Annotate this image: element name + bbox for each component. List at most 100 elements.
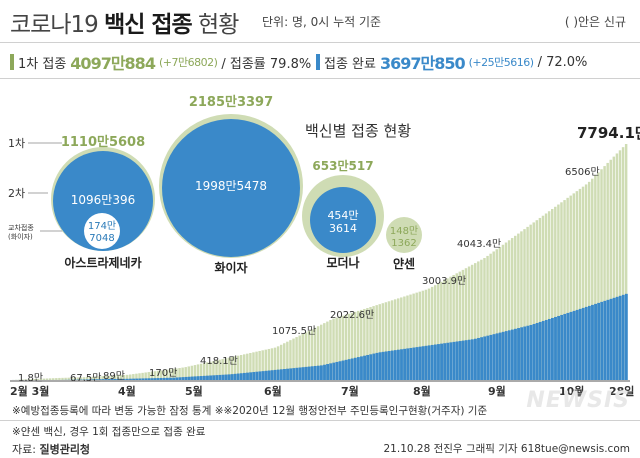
first-dose-bar — [578, 188, 582, 380]
complete-dose-bar — [329, 363, 333, 380]
units-label: 단위: 명, 0시 누적 기준 — [262, 15, 382, 29]
vaccine-chart: 2월 3월 4월 5월 6월 7월 8월 9월 10월 28일 1.8만 67.… — [8, 94, 640, 398]
complete-dose-bar — [323, 364, 326, 380]
first-dose-bar — [504, 242, 508, 380]
complete-dose-bar — [178, 377, 182, 380]
complete-dose-stat: 접종 완료 3697만850 (+25만5616) / 72.0% — [316, 50, 587, 74]
source-prefix: 자료: — [12, 443, 36, 456]
complete-dose-bar — [440, 343, 443, 380]
complete-dose-bar — [433, 344, 437, 380]
complete-dose-bar — [591, 304, 594, 380]
complete-dose-bar — [541, 320, 545, 380]
data-label-6: 2022.6만 — [330, 309, 374, 321]
complete-dose-bar — [584, 306, 588, 380]
first-dose-bar — [52, 378, 55, 380]
first-dose-bar — [101, 376, 104, 380]
complete-dose-bar — [138, 378, 142, 380]
complete-dose-bar — [600, 301, 604, 380]
complete-dose-bar — [606, 299, 610, 380]
first-dose-bar — [461, 269, 465, 380]
moderna-second-line1: 454만 — [327, 209, 358, 222]
data-label-1: 67.5만 — [70, 372, 101, 384]
first-dose-bar — [529, 224, 532, 380]
first-dose-bar — [89, 376, 92, 380]
data-label-total: 7794.1만 — [577, 124, 640, 142]
data-label-3: 170만 — [149, 367, 177, 379]
complete-dose-bar — [196, 376, 200, 380]
first-dose-bar — [603, 166, 606, 380]
first-dose-bar — [39, 378, 43, 380]
first-dose-bar — [224, 358, 227, 380]
complete-dose-bar — [446, 342, 450, 380]
complete-dose-bar — [172, 377, 176, 380]
janssen-first-circle — [386, 217, 422, 253]
complete-dose-bar — [107, 379, 111, 380]
complete-dose-label: 접종 완료 — [324, 56, 376, 72]
first-dose-bar — [501, 244, 505, 380]
data-label-2: 89만 — [103, 370, 125, 382]
complete-dose-bar — [89, 379, 92, 380]
first-dose-bar — [498, 246, 502, 380]
first-dose-bar — [267, 348, 271, 380]
source-name: 질병관리청 — [39, 443, 91, 456]
first-dose-bar — [409, 294, 412, 380]
complete-dose-bar — [252, 372, 256, 380]
complete-dose-bar — [295, 367, 299, 380]
complete-dose-bar — [409, 347, 413, 380]
x-label-feb-mar: 2월 3월 — [10, 384, 49, 398]
complete-dose-bar — [190, 376, 194, 380]
complete-dose-bar — [356, 357, 360, 380]
first-dose-bar — [418, 291, 422, 380]
first-dose-bar — [520, 231, 523, 380]
data-label-4: 418.1만 — [200, 355, 238, 367]
first-dose-bar — [24, 379, 27, 380]
complete-dose-bar — [384, 351, 388, 380]
x-label-aug: 8월 — [413, 384, 431, 398]
first-dose-bar — [61, 377, 64, 380]
complete-dose-bar — [535, 322, 539, 380]
first-dose-bar — [483, 258, 486, 380]
az-second-value: 1096만396 — [71, 193, 135, 207]
complete-dose-bar — [199, 376, 203, 380]
complete-dose-bar — [307, 366, 311, 380]
first-dose-bar — [363, 308, 366, 380]
new-note: ( )안은 신규 — [564, 15, 626, 29]
complete-dose-bar — [424, 345, 428, 380]
complete-dose-bar — [147, 378, 151, 380]
complete-dose-bar — [486, 335, 490, 380]
complete-dose-bar — [276, 369, 280, 380]
first-dose-bar — [326, 321, 329, 380]
first-dose-bar — [563, 200, 566, 380]
complete-dose-bar — [492, 334, 496, 380]
first-dose-bar — [246, 353, 249, 380]
complete-dose-bar — [113, 378, 117, 380]
first-dose-bar — [532, 222, 535, 380]
page-title: 코로나19 백신 접종 현황 — [10, 5, 239, 39]
complete-dose-bar — [372, 353, 376, 380]
data-label-8: 4043.4만 — [457, 238, 501, 250]
complete-dose-bar — [467, 339, 471, 380]
first-dose-bar — [295, 337, 298, 380]
complete-dose-bar — [304, 366, 308, 380]
complete-dose-bar — [544, 319, 548, 380]
row-label-second: 2차 — [8, 187, 25, 200]
first-dose-bar — [584, 184, 588, 380]
complete-dose-bar — [310, 366, 314, 380]
az-cross-line2: 7048 — [89, 233, 114, 244]
complete-dose-bar — [286, 368, 289, 380]
complete-dose-bar — [514, 328, 517, 380]
first-dose-bar — [252, 352, 255, 380]
complete-dose-bar — [332, 362, 336, 380]
first-dose-bar — [338, 316, 341, 380]
first-dose-bar — [547, 211, 551, 380]
complete-dose-bar — [261, 371, 265, 380]
az-cross-line1: 174만 — [88, 220, 116, 232]
bubble-chart-title: 백신별 접종 현황 — [305, 122, 411, 140]
first-dose-bar — [79, 377, 83, 380]
first-dose-bar — [42, 378, 46, 380]
az-second-circle — [53, 151, 153, 251]
complete-dose-bar — [375, 352, 379, 380]
complete-dose-bar — [495, 333, 499, 380]
moderna-first-value: 653만517 — [312, 158, 373, 173]
first-dose-value: 4097만884 — [70, 54, 156, 73]
